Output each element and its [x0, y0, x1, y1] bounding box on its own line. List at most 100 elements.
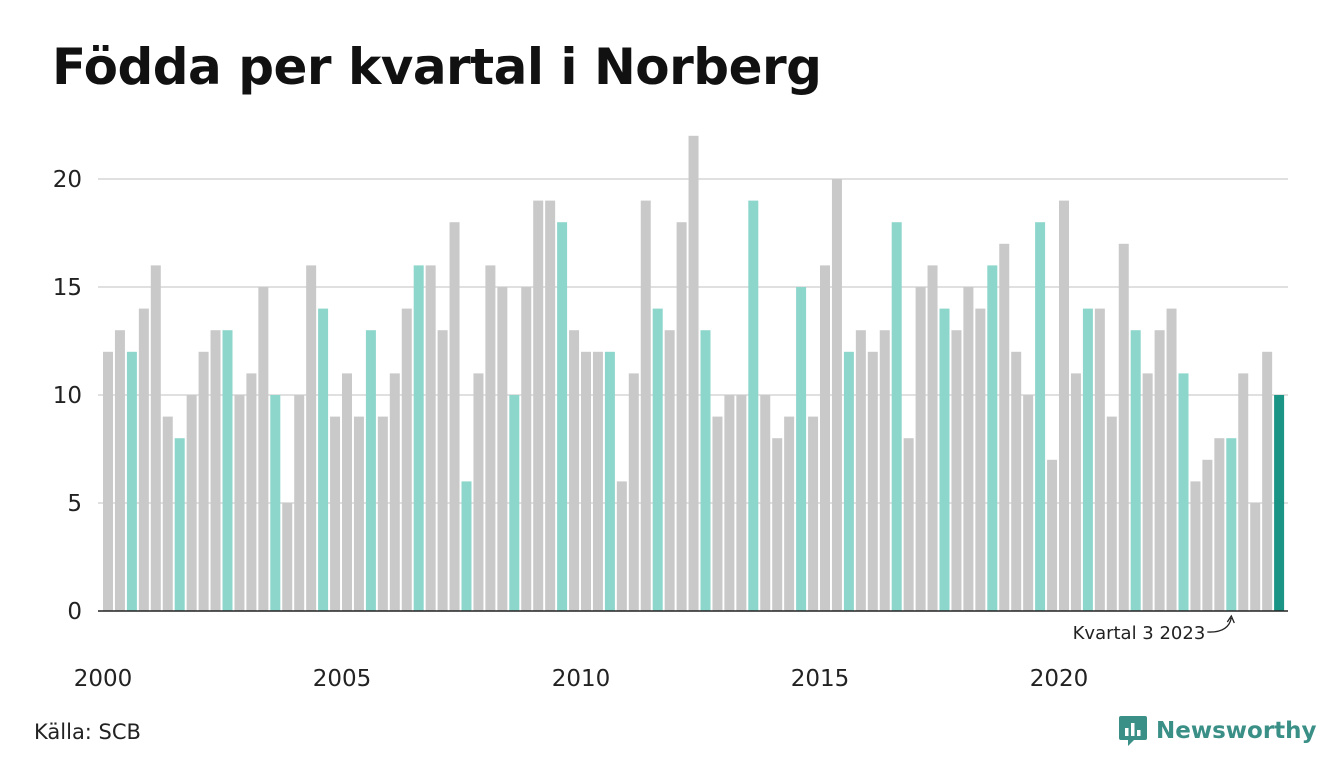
chart-title: Födda per kvartal i Norberg	[52, 38, 822, 96]
bar	[1059, 200, 1069, 611]
bar	[760, 395, 771, 611]
bar	[569, 330, 580, 611]
bar	[1238, 373, 1249, 611]
bar-chart-speech-bubble-icon	[1119, 716, 1147, 746]
annotation: Kvartal 3 2023	[1073, 614, 1235, 644]
bar	[282, 503, 293, 611]
bar	[951, 330, 962, 611]
bar	[138, 308, 149, 611]
bar	[461, 481, 472, 611]
y-tick-label: 0	[67, 599, 82, 625]
bar	[1226, 438, 1237, 611]
bar	[557, 222, 568, 611]
bar	[509, 395, 520, 611]
bar	[927, 265, 938, 611]
bar	[186, 395, 197, 611]
bar	[796, 287, 807, 611]
bar	[425, 265, 436, 611]
bar	[652, 308, 663, 611]
bar	[736, 395, 747, 611]
x-tick-label: 2005	[313, 666, 372, 692]
bar	[377, 416, 388, 611]
bar	[413, 265, 424, 611]
x-tick-label: 2020	[1030, 666, 1089, 692]
bar	[389, 373, 400, 611]
bar	[676, 222, 687, 611]
bar	[915, 287, 926, 611]
bar	[772, 438, 783, 611]
bar	[1190, 481, 1201, 611]
bar	[353, 416, 364, 611]
bar	[342, 373, 352, 611]
x-tick-label: 2015	[791, 666, 850, 692]
y-tick-label: 20	[53, 167, 82, 193]
bar	[521, 287, 532, 611]
bar	[365, 330, 376, 611]
bar	[963, 287, 974, 611]
bar	[401, 308, 412, 611]
bar	[497, 287, 508, 611]
bar	[210, 330, 221, 611]
bar	[473, 373, 484, 611]
bar	[1070, 373, 1081, 611]
bar	[820, 265, 830, 611]
bar	[1250, 503, 1261, 611]
y-tick-label: 5	[67, 491, 82, 517]
bar	[879, 330, 890, 611]
bar	[1214, 438, 1225, 611]
y-tick-label: 15	[53, 275, 82, 301]
bar	[592, 351, 603, 611]
bar	[1023, 395, 1034, 611]
bar	[330, 416, 341, 611]
bar	[867, 351, 878, 611]
bar	[1082, 308, 1093, 611]
bar	[1094, 308, 1105, 611]
bar	[198, 351, 209, 611]
bar	[533, 200, 544, 611]
x-tick-label: 2010	[552, 666, 611, 692]
bar	[1166, 308, 1177, 611]
bar	[724, 395, 735, 611]
bar	[114, 330, 125, 611]
brand-logo: Newsworthy	[1118, 714, 1317, 748]
bar	[616, 481, 627, 611]
bar	[808, 416, 819, 611]
bar	[604, 351, 615, 611]
bar	[1142, 373, 1153, 611]
bar	[1262, 351, 1273, 611]
bar	[270, 395, 281, 611]
bar	[975, 308, 986, 611]
bar	[449, 222, 460, 611]
bar	[1202, 459, 1213, 611]
bar	[581, 351, 591, 611]
bar	[485, 265, 496, 611]
bar	[318, 308, 329, 611]
bar	[306, 265, 317, 611]
bar	[664, 330, 675, 611]
bar	[903, 438, 914, 611]
brand-name: Newsworthy	[1156, 718, 1317, 744]
bar	[1011, 351, 1022, 611]
bar	[1035, 222, 1046, 611]
bar	[150, 265, 161, 611]
source-note: Källa: SCB	[34, 720, 141, 744]
bar	[712, 416, 723, 611]
x-tick-label: 2000	[74, 666, 133, 692]
bar	[891, 222, 902, 611]
bar	[294, 395, 305, 611]
bar	[843, 351, 854, 611]
bar	[628, 373, 639, 611]
bar	[246, 373, 257, 611]
bar	[688, 135, 699, 612]
bar	[1274, 395, 1285, 611]
bar	[640, 200, 651, 611]
bar	[700, 330, 711, 611]
bar	[1154, 330, 1165, 611]
bar	[222, 330, 233, 611]
bar	[987, 265, 998, 611]
bar	[162, 416, 173, 611]
bar	[103, 351, 113, 611]
bar	[1106, 416, 1117, 611]
bar	[1130, 330, 1141, 611]
